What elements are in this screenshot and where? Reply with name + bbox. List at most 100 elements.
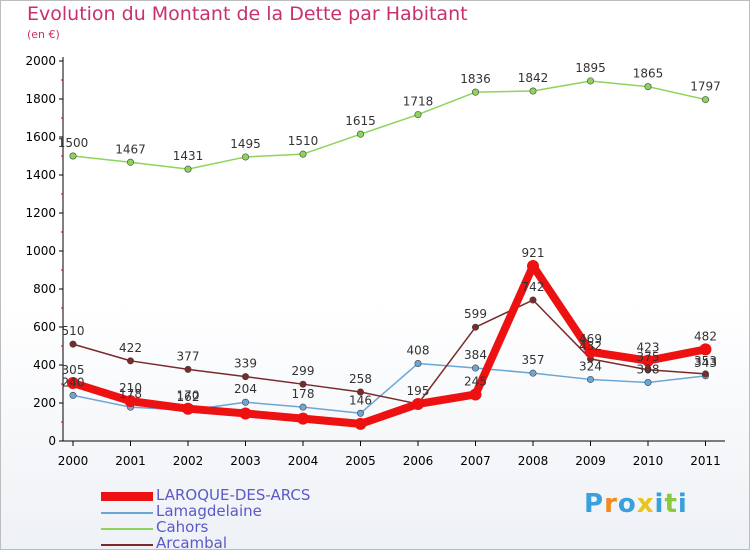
x-tick-label: 2003 [230, 454, 261, 468]
data-label-1: 178 [119, 387, 142, 401]
legend-item-laroque: LAROQUE-DES-ARCS [101, 486, 361, 505]
data-point-2 [414, 111, 422, 119]
legend-swatch-laroque [101, 492, 153, 501]
x-tick-label: 2010 [633, 454, 664, 468]
data-point-1 [69, 391, 77, 399]
data-point-0 [67, 377, 79, 390]
data-label-1: 384 [464, 348, 487, 362]
data-label-1: 343 [694, 356, 717, 370]
data-point-3 [299, 380, 307, 388]
data-label-1: 204 [234, 382, 257, 396]
data-point-3 [701, 370, 709, 378]
data-point-1 [586, 375, 594, 383]
legend-label-lamagdelaine: Lamagdelaine [156, 502, 262, 520]
data-label-0: 210 [119, 381, 142, 395]
data-label-3: 599 [464, 307, 487, 321]
series-layer [67, 77, 712, 430]
data-label-3: 742 [522, 280, 545, 294]
data-label-2: 1836 [460, 72, 491, 86]
legend-item-cahors: Cahors [101, 518, 361, 537]
data-label-0: 245 [464, 374, 487, 388]
data-point-0 [527, 260, 539, 273]
data-label-3: 353 [694, 354, 717, 368]
data-point-2 [184, 165, 192, 173]
data-point-0 [469, 388, 482, 401]
logo-letter: i [677, 489, 688, 519]
logo-letter: r [604, 489, 618, 519]
data-point-3 [471, 323, 479, 331]
y-tick-label: 200 [33, 396, 56, 410]
data-label-3: 339 [234, 357, 257, 371]
data-label-0: 423 [637, 341, 660, 355]
data-label-2: 1842 [518, 71, 549, 85]
data-label-1: 146 [349, 393, 372, 407]
data-point-0 [642, 354, 654, 367]
logo-letter: x [636, 489, 655, 519]
data-point-0 [297, 412, 309, 425]
data-label-2: 1615 [345, 114, 376, 128]
legend-swatch-cahors [101, 528, 153, 530]
data-point-0 [412, 397, 424, 410]
data-label-3: 375 [637, 350, 660, 364]
data-label-2: 1510 [288, 134, 319, 148]
data-label-3: 195 [407, 384, 430, 398]
data-point-0 [584, 345, 597, 358]
data-label-2: 1467 [115, 142, 146, 156]
data-label-2: 1797 [690, 80, 721, 94]
data-label-3: 422 [119, 341, 142, 355]
y-tick-label: 1800 [25, 92, 56, 106]
data-label-1: 308 [637, 362, 660, 376]
data-point-2 [299, 150, 307, 158]
data-point-2 [529, 87, 537, 95]
y-tick-label: 1400 [25, 168, 56, 182]
data-point-3 [529, 296, 537, 304]
data-point-0 [699, 343, 712, 356]
y-tick-label: 1000 [25, 244, 56, 258]
data-label-2: 1495 [230, 137, 261, 151]
data-label-1: 240 [62, 375, 85, 389]
data-point-3 [356, 388, 364, 396]
data-label-0: 921 [522, 246, 545, 260]
data-label-2: 1500 [58, 136, 89, 150]
legend-item-lamagdelaine: Lamagdelaine [101, 502, 361, 521]
data-label-0: 482 [694, 329, 717, 343]
data-label-2: 1431 [173, 149, 204, 163]
data-point-3 [69, 340, 77, 348]
data-label-0: 170 [177, 389, 200, 403]
data-label-1: 357 [522, 353, 545, 367]
data-label-1: 324 [579, 359, 602, 373]
data-point-1 [471, 364, 479, 372]
data-label-3: 258 [349, 372, 372, 386]
y-tick-label: 2000 [25, 54, 56, 68]
legend-item-arcambal: Arcambal [101, 534, 361, 553]
data-point-0 [182, 402, 194, 415]
data-point-0 [124, 395, 137, 408]
data-point-3 [184, 365, 192, 373]
logo-letter: P [584, 489, 605, 519]
x-tick-label: 2011 [690, 454, 721, 468]
data-label-1: 162 [177, 390, 200, 404]
data-label-3: 377 [177, 349, 200, 363]
data-point-1 [414, 359, 422, 367]
y-tick-label: 800 [33, 282, 56, 296]
data-label-3: 299 [292, 364, 315, 378]
data-label-0: 305 [62, 363, 85, 377]
x-tick-label: 2009 [575, 454, 606, 468]
data-point-3 [242, 373, 250, 381]
data-point-0 [239, 407, 252, 420]
x-tick-label: 2006 [403, 454, 434, 468]
logo-letter: i [654, 489, 665, 519]
y-tick-label: 0 [48, 434, 56, 448]
data-label-2: 1718 [403, 95, 434, 109]
data-label-2: 1895 [575, 61, 606, 75]
x-tick-label: 2002 [173, 454, 204, 468]
x-tick-label: 2001 [115, 454, 146, 468]
y-tick-label: 1200 [25, 206, 56, 220]
data-point-1 [242, 398, 250, 406]
data-label-3: 432 [579, 339, 602, 353]
data-label-0: 469 [579, 332, 602, 346]
data-point-2 [356, 130, 364, 138]
data-label-1: 408 [407, 343, 430, 357]
